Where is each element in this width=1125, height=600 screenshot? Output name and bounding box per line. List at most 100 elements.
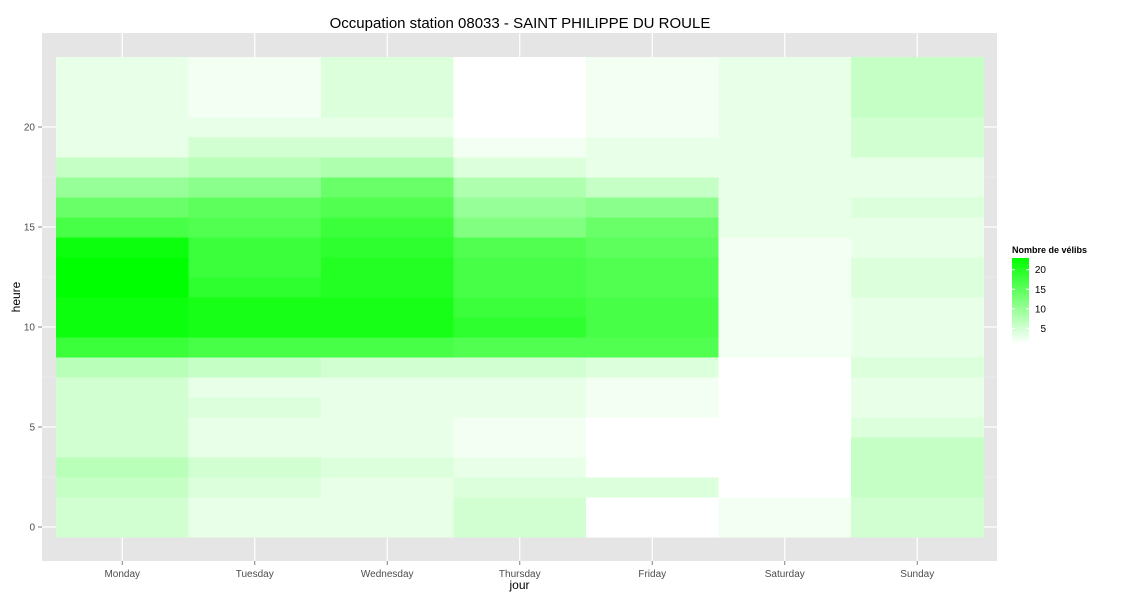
heatmap-cell [453, 517, 587, 538]
heatmap-cell [718, 157, 852, 178]
heatmap-cell [586, 337, 719, 358]
heatmap-cell [321, 177, 454, 198]
heatmap-cell [188, 457, 322, 478]
y-axis-title: heure [9, 281, 23, 312]
heatmap-cell [321, 217, 454, 238]
heatmap-cell [188, 57, 322, 78]
heatmap-cell [851, 517, 984, 538]
x-tick-label: Thursday [499, 569, 541, 580]
heatmap-cell [586, 357, 719, 378]
heatmap-cell [718, 417, 852, 438]
heatmap-cell [586, 237, 719, 258]
heatmap-cell [56, 497, 189, 518]
heatmap-cell [188, 377, 322, 398]
x-tick-label: Sunday [900, 569, 934, 580]
heatmap-cell [321, 157, 454, 178]
heatmap-cell [321, 137, 454, 158]
heatmap-tiles [56, 57, 984, 538]
heatmap-cell [188, 517, 322, 538]
legend-title: Nombre de vélibs [1012, 245, 1087, 255]
heatmap-cell [586, 257, 719, 278]
heatmap-cell [453, 177, 587, 198]
heatmap-cell [851, 157, 984, 178]
heatmap-cell [851, 57, 984, 78]
heatmap-cell [321, 97, 454, 118]
heatmap-cell [453, 457, 587, 478]
heatmap-cell [321, 357, 454, 378]
heatmap-cell [718, 297, 852, 318]
heatmap-cell [586, 117, 719, 138]
heatmap-cell [453, 397, 587, 418]
heatmap-cell [188, 157, 322, 178]
y-tick-label: 0 [29, 523, 35, 534]
heatmap-cell [718, 377, 852, 398]
heatmap-cell [188, 297, 322, 318]
heatmap-cell [56, 297, 189, 318]
heatmap-cell [56, 397, 189, 418]
heatmap-cell [321, 337, 454, 358]
heatmap-cell [56, 417, 189, 438]
heatmap-cell [718, 277, 852, 298]
heatmap-cell [188, 197, 322, 218]
heatmap-cell [56, 257, 189, 278]
heatmap-cell [453, 137, 587, 158]
x-tick-label: Monday [104, 569, 140, 580]
y-axis: 0 5 10 15 20 [24, 123, 42, 534]
heatmap-cell [586, 457, 719, 478]
heatmap-cell [851, 397, 984, 418]
heatmap-cell [718, 177, 852, 198]
heatmap-cell [453, 437, 587, 458]
heatmap-cell [56, 177, 189, 198]
heatmap-cell [453, 157, 587, 178]
heatmap-cell [321, 397, 454, 418]
heatmap-cell [718, 397, 852, 418]
heatmap-cell [586, 217, 719, 238]
legend-tick-label: 5 [1040, 324, 1046, 335]
heatmap-cell [56, 517, 189, 538]
heatmap-cell [188, 77, 322, 98]
heatmap-cell [851, 277, 984, 298]
heatmap-cell [321, 297, 454, 318]
heatmap-cell [851, 417, 984, 438]
y-tick-label: 5 [29, 423, 35, 434]
x-tick-label: Wednesday [361, 569, 414, 580]
heatmap-cell [321, 497, 454, 518]
heatmap-cell [56, 237, 189, 258]
heatmap-cell [718, 57, 852, 78]
legend-tick-label: 10 [1035, 304, 1047, 315]
heatmap-cell [851, 197, 984, 218]
heatmap-cell [321, 317, 454, 338]
x-axis-title: jour [508, 578, 529, 592]
heatmap-cell [188, 317, 322, 338]
heatmap-cell [586, 157, 719, 178]
heatmap-cell [718, 317, 852, 338]
heatmap-cell [321, 57, 454, 78]
heatmap-cell [188, 397, 322, 418]
heatmap-cell [586, 417, 719, 438]
heatmap-cell [188, 417, 322, 438]
heatmap-cell [718, 337, 852, 358]
y-tick-label: 20 [24, 123, 36, 134]
heatmap-cell [851, 457, 984, 478]
heatmap-cell [188, 437, 322, 458]
y-tick-label: 15 [24, 223, 36, 234]
heatmap-cell [453, 97, 587, 118]
heatmap-cell [851, 77, 984, 98]
heatmap-cell [188, 97, 322, 118]
heatmap-cell [718, 457, 852, 478]
heatmap-cell [56, 157, 189, 178]
heatmap-cell [188, 257, 322, 278]
heatmap-cell [586, 57, 719, 78]
heatmap-cell [586, 97, 719, 118]
heatmap-cell [188, 237, 322, 258]
heatmap-cell [188, 137, 322, 158]
heatmap-cell [851, 377, 984, 398]
heatmap-cell [321, 197, 454, 218]
heatmap-cell [851, 177, 984, 198]
heatmap-cell [586, 377, 719, 398]
heatmap-cell [321, 377, 454, 398]
heatmap-cell [586, 277, 719, 298]
heatmap-cell [453, 57, 587, 78]
heatmap-cell [851, 337, 984, 358]
chart-title: Occupation station 08033 - SAINT PHILIPP… [329, 15, 711, 32]
